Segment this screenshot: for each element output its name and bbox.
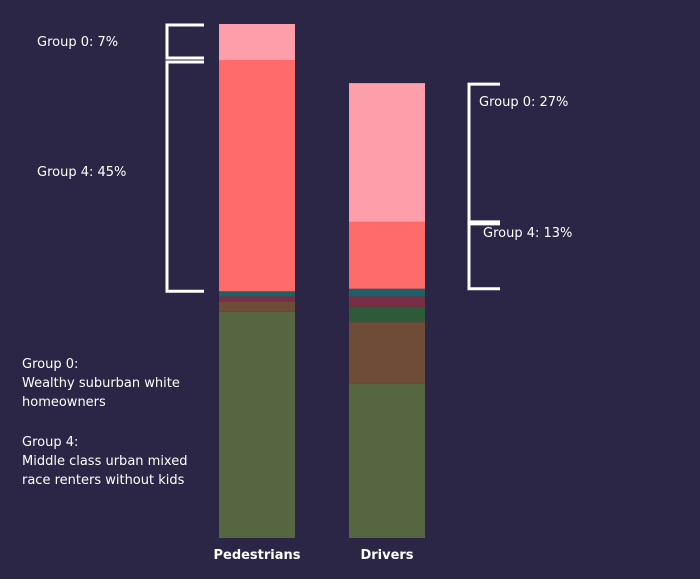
category-label-pedestrians: Pedestrians [213,548,301,563]
bar-segment-drivers-brown [349,322,425,384]
drivers-group0-annotation: Group 0: 27% [479,95,569,110]
bar-segment-pedestrians-maroon [219,296,295,302]
bracket-pedestrians-group0 [165,23,204,60]
bar-segment-pedestrians-dark-green [219,311,295,538]
bar-segment-drivers-forest-green [349,306,425,323]
bar-segment-drivers-group-4 [349,221,425,289]
legend-group4-line2: race renters without kids [22,473,185,488]
bar-segment-drivers-teal [349,288,425,297]
legend-group0-title: Group 0: [22,357,79,372]
drivers-group4-annotation: Group 4: 13% [483,226,573,241]
bar-segment-pedestrians-teal [219,291,295,297]
pedestrians-group0-annotation: Group 0: 7% [37,35,119,50]
legend-group4-line1: Middle class urban mixed [22,454,188,469]
bar-segment-drivers-dark-green [349,383,425,538]
bar-segment-pedestrians-brown [219,301,295,312]
bar-segment-pedestrians-group-0 [219,24,295,60]
bar-segment-pedestrians-group-4 [219,59,295,292]
bracket-pedestrians-group4 [165,60,204,293]
legend-group0-line1: Wealthy suburban white [22,376,180,391]
bracket-drivers-group0 [467,82,500,224]
bar-segment-drivers-group-0 [349,83,425,222]
bar-segment-drivers-maroon [349,296,425,307]
pedestrians-group4-annotation: Group 4: 45% [37,165,127,180]
legend-group4-title: Group 4: [22,435,79,450]
bracket-drivers-group4 [467,222,500,291]
legend-group0-line2: homeowners [22,395,106,410]
category-label-drivers: Drivers [360,548,414,563]
